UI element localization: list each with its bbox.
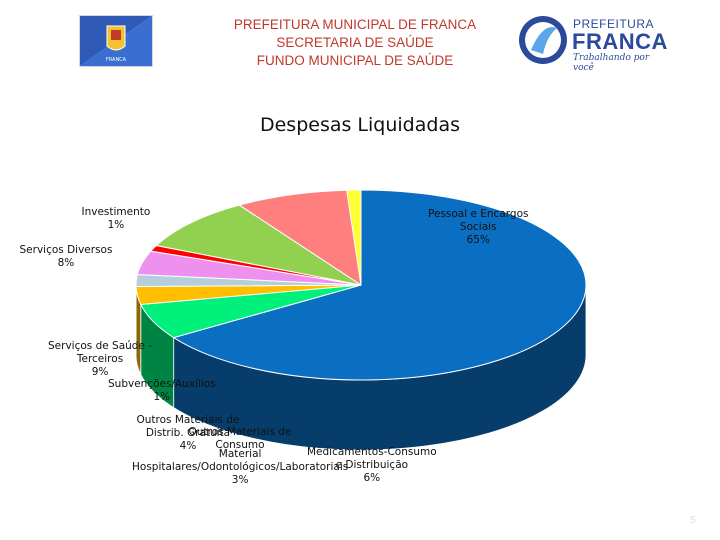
pie-label-2-line-1: Hospitalares/Odontológicos/Laboratoriais	[132, 461, 349, 473]
pie-label-2-line-2: 3%	[231, 474, 249, 486]
page-number: 5	[690, 515, 696, 526]
pie-label-7-line-0: Serviços Diversos	[19, 244, 113, 256]
pie-label-6-line-2: 9%	[91, 366, 109, 378]
logo-line-2: FRANCA	[572, 29, 668, 54]
pie-label-5-line-1: 1%	[153, 391, 171, 403]
city-crest-logo: FRANCA	[79, 15, 153, 67]
pie-label-4: Outros Materiais de Distrib. Gratuita 4%	[137, 414, 240, 453]
pie-label-0-line-0: Pessoal e Encargos	[428, 208, 529, 220]
pie-label-2: Material Hospitalares/Odontológicos/Labor…	[132, 448, 348, 487]
pie-label-5-line-0: Subvenções/Auxílios	[108, 378, 216, 390]
pie-label-4-line-2: 4%	[179, 440, 197, 452]
header-line-1: PREFEITURA MUNICIPAL DE FRANCA	[233, 17, 477, 32]
pie-label-5: Subvenções/Auxílios 1%	[108, 378, 216, 404]
pie-label-7-line-1: 8%	[57, 257, 75, 269]
pie-slice-8	[346, 189, 362, 286]
prefeitura-franca-logo: PREFEITURA FRANCA Trabalhando por você	[517, 12, 667, 73]
pie-label-8-line-1: 1%	[107, 219, 125, 231]
pie-label-6-line-1: Terceiros	[76, 353, 124, 365]
pie-label-0-line-1: Sociais	[459, 221, 497, 233]
logo-tagline: Trabalhando por você	[573, 53, 650, 73]
pie-label-6-line-0: Serviços de Saúde -	[48, 340, 153, 352]
header-line-2: SECRETARIA DE SAÚDE	[276, 35, 434, 50]
pie-label-3-line-1: Consumo	[215, 439, 265, 451]
pie-label-8-line-0: Investimento	[81, 206, 151, 218]
pie-label-1: Medicamentos-Consumo e Distribuição 6%	[307, 446, 437, 485]
pie-label-0-line-2: 65%	[466, 234, 490, 246]
header-line-3: FUNDO MUNICIPAL DE SAÚDE	[256, 53, 454, 68]
pie-label-4-line-0: Outros Materiais de	[136, 414, 240, 426]
pie-label-3: Outros Materiais de Consumo	[189, 426, 292, 452]
pie-label-4-line-1: Distrib. Gratuita	[145, 427, 231, 439]
pie-slice-0	[172, 189, 587, 381]
header-text: PREFEITURA MUNICIPAL DE FRANCA SECRETARI…	[170, 16, 540, 70]
pie-label-2-line-0: Material	[218, 448, 262, 460]
pie-label-1-line-1: e Distribuição	[335, 459, 409, 471]
crest-text: FRANCA	[106, 57, 127, 63]
pie-label-1-line-0: Medicamentos-Consumo	[307, 446, 437, 458]
pie-slice-7	[238, 189, 362, 287]
pie-label-7: Serviços Diversos 8%	[20, 244, 113, 270]
chart-title: Despesas Liquidadas	[259, 114, 460, 136]
pie-slice-6	[155, 204, 362, 286]
logo-line-1: PREFEITURA	[573, 17, 655, 31]
pie-label-6: Serviços de Saúde - Terceiros 9%	[48, 340, 152, 379]
pie-label-3-line-0: Outros Materiais de	[188, 426, 292, 438]
pie-label-1-line-2: 6%	[363, 472, 381, 484]
pie-label-0: Pessoal e Encargos Sociais 65%	[428, 208, 528, 247]
slide-header: FRANCA PREFEITURA MUNICIPAL DE FRANCA SE…	[0, 0, 720, 90]
pie-label-8: Investimento 1%	[82, 206, 151, 232]
